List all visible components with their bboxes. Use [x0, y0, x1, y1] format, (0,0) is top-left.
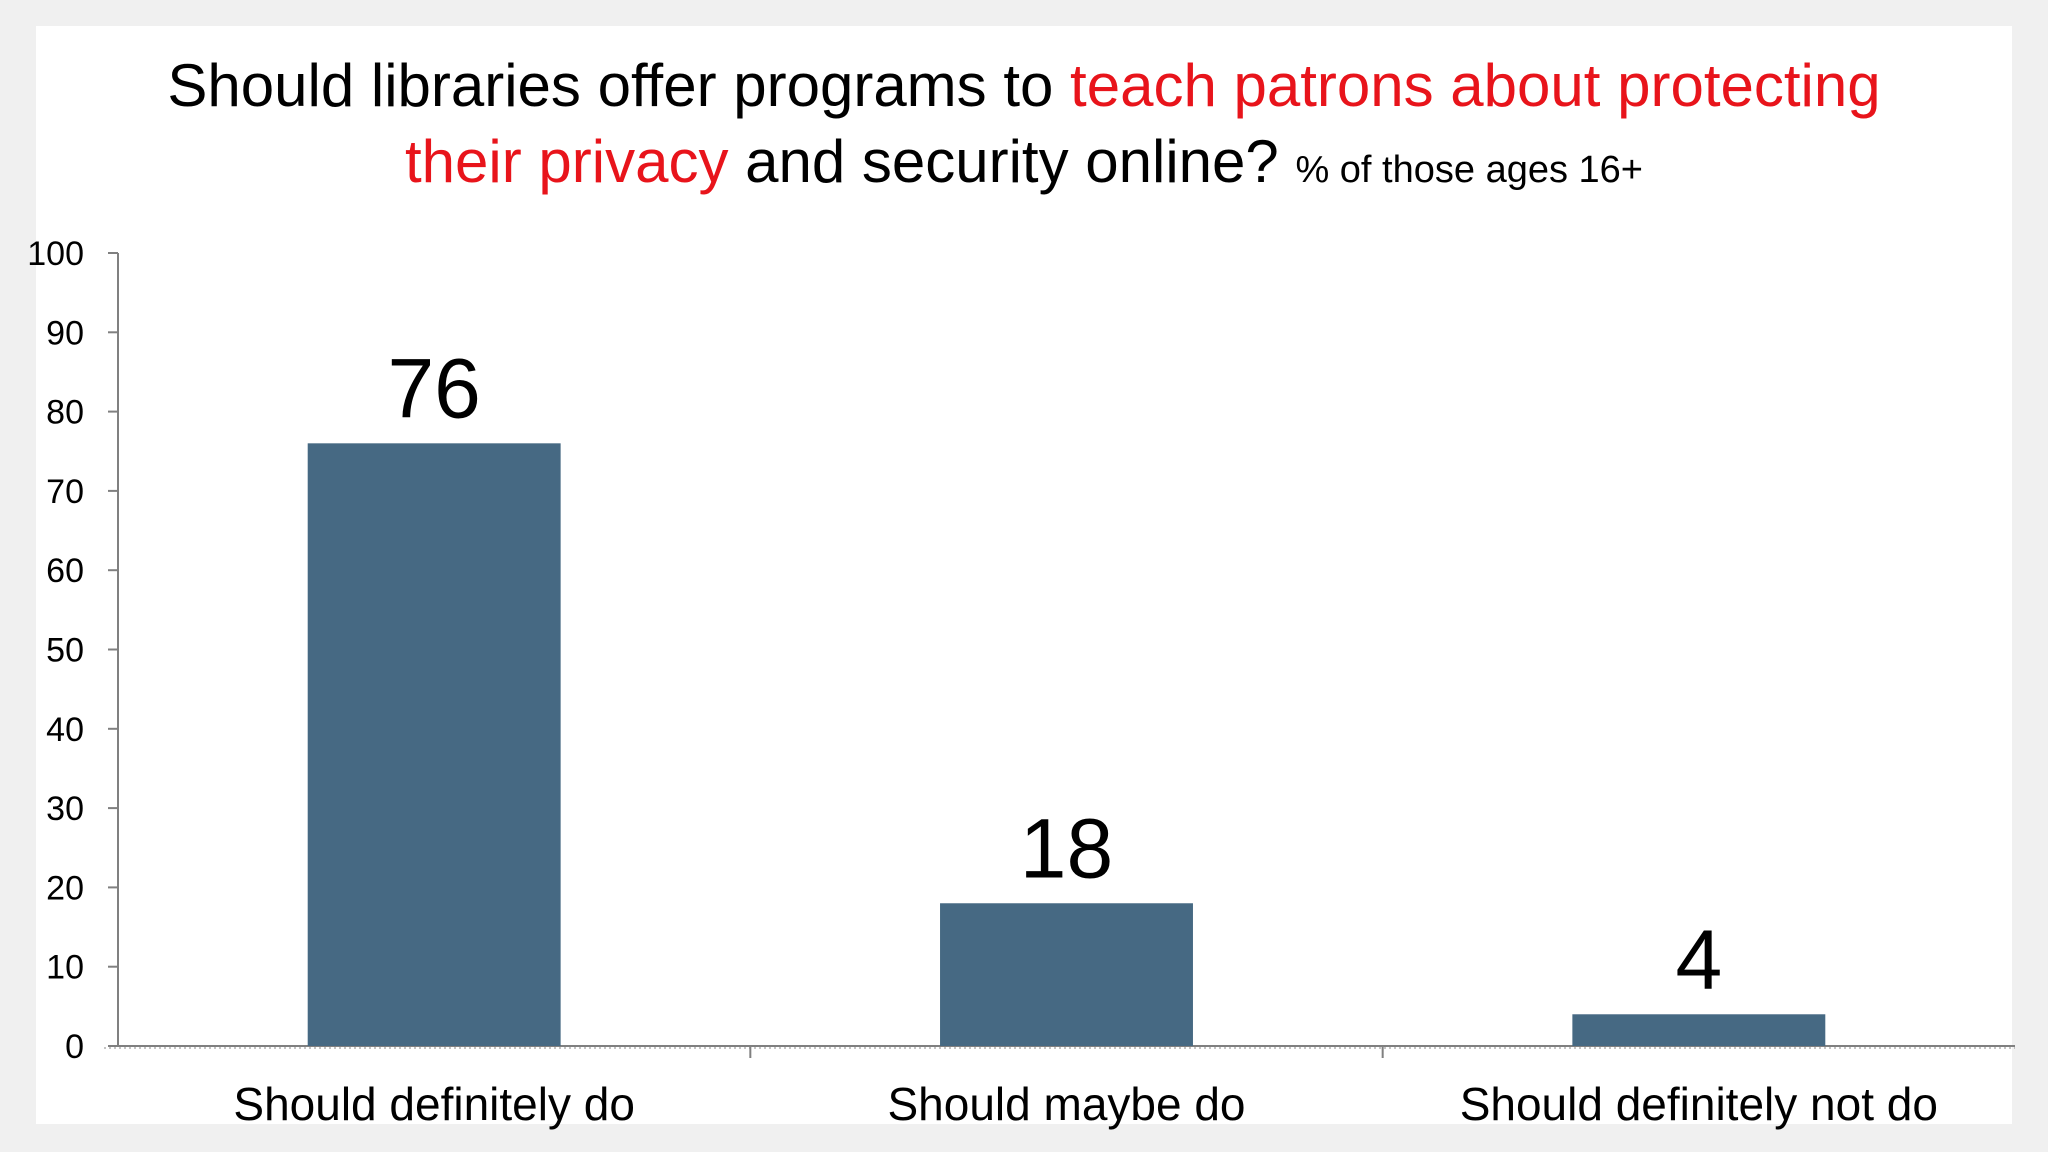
chart-subtitle: % of those ages 16+	[1295, 149, 1643, 191]
bar	[940, 903, 1193, 1046]
y-tick-label: 100	[27, 235, 84, 273]
y-tick-label: 20	[46, 869, 84, 907]
bar	[1572, 1014, 1826, 1046]
y-tick-label: 30	[46, 790, 84, 828]
y-tick-label: 40	[46, 711, 84, 749]
title-highlight1: teach patrons about protecting	[1070, 52, 1881, 119]
y-tick-label: 80	[46, 394, 84, 432]
data-label: 76	[387, 341, 480, 435]
data-label: 4	[1675, 912, 1722, 1006]
bars	[307, 443, 1826, 1046]
bar	[307, 443, 561, 1046]
chart-title: Should libraries offer programs to teach…	[0, 48, 2048, 208]
category-label: Should definitely do	[233, 1078, 635, 1130]
y-tick-label: 60	[46, 552, 84, 590]
data-labels: 76 18 4	[387, 341, 1722, 1006]
category-label: Should definitely not do	[1460, 1078, 1938, 1130]
title-part2: and security online?	[728, 128, 1279, 195]
y-tick-label: 0	[65, 1028, 84, 1066]
y-tick-label: 70	[46, 473, 84, 511]
category-label: Should maybe do	[887, 1078, 1245, 1130]
data-label: 18	[1020, 801, 1113, 895]
y-tick-label: 50	[46, 632, 84, 670]
y-tick-label: 10	[46, 949, 84, 987]
y-tick-label: 90	[46, 314, 84, 352]
title-part1: Should libraries offer programs to	[167, 52, 1071, 119]
category-labels: Should definitely do Should maybe do Shoul…	[233, 1078, 1938, 1130]
y-axis-ticks: 0 10 20 30 40 50 60 70 80 90 100	[27, 235, 118, 1066]
x-axis-ticks	[749, 1046, 1384, 1058]
title-highlight2: their privacy	[405, 128, 729, 195]
